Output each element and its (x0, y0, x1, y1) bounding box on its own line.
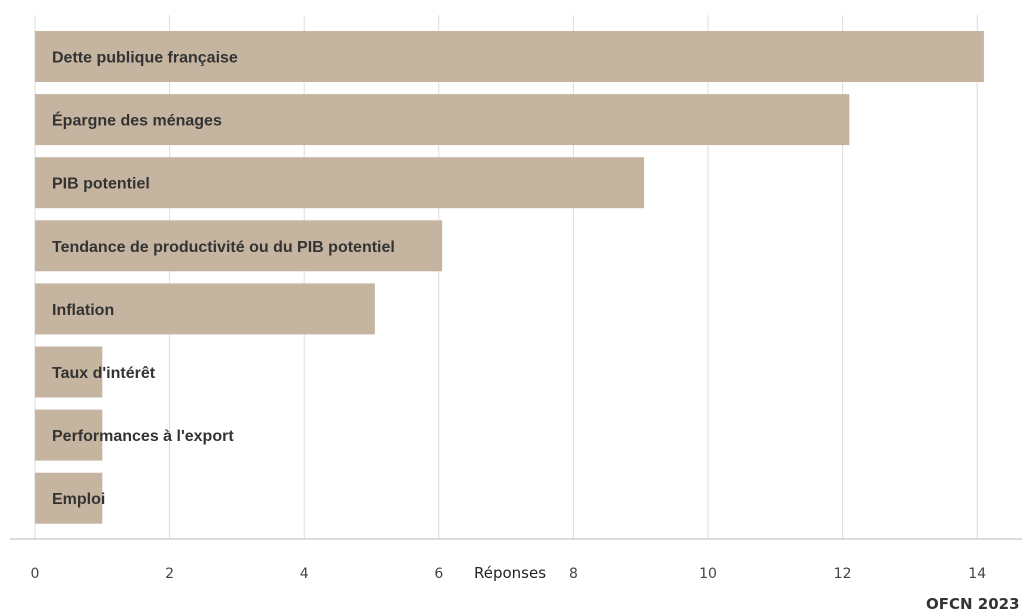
x-tick-label-0: 0 (31, 566, 40, 582)
bar-4 (35, 283, 375, 335)
x-tick-label-10: 10 (699, 566, 717, 582)
bars (35, 31, 984, 524)
bar-2 (35, 157, 645, 209)
bar-7 (35, 472, 103, 524)
x-tick-label-2: 2 (165, 566, 174, 582)
bar-label-4: Inflation (52, 302, 114, 319)
bar-6 (35, 409, 103, 461)
bar-label-7: Emploi (52, 491, 105, 508)
bar-label-2: PIB potentiel (52, 176, 150, 193)
x-tick-label-4: 4 (300, 566, 309, 582)
x-tick-labels: 0 2 4 6 8 10 12 14 (31, 566, 987, 582)
bar-1 (35, 94, 850, 146)
bar-label-0: Dette publique française (52, 50, 238, 67)
bar-label-3: Tendance de productivité ou du PIB poten… (52, 239, 395, 256)
bar-0 (35, 31, 984, 82)
x-axis-label: Réponses (474, 564, 546, 582)
source-label: OFCN 2023 (926, 595, 1020, 613)
grid (34, 15, 978, 539)
bar-labels: Dette publique française Épargne des ména… (52, 50, 395, 509)
bar-3 (35, 220, 443, 272)
bar-label-1: Épargne des ménages (52, 111, 222, 130)
bar-label-6: Performances à l'export (52, 428, 234, 445)
x-tick-label-12: 12 (834, 566, 852, 582)
x-tick-label-8: 8 (569, 566, 578, 582)
bar-label-5: Taux d'intérêt (52, 365, 156, 382)
bar-5 (35, 346, 103, 398)
x-tick-label-6: 6 (434, 566, 443, 582)
x-tick-label-14: 14 (968, 566, 986, 582)
